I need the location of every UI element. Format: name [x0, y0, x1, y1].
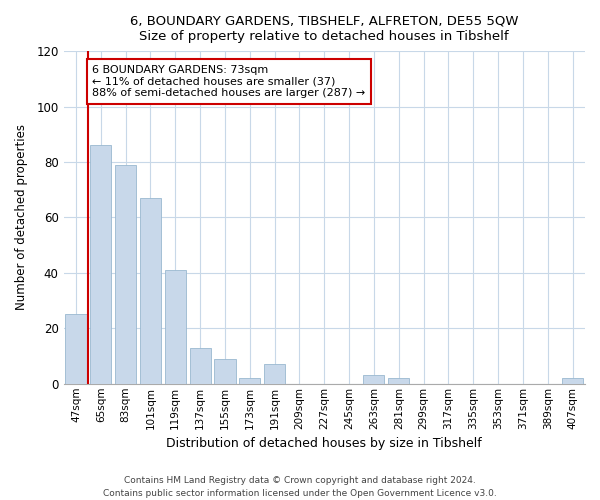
Text: 6 BOUNDARY GARDENS: 73sqm
← 11% of detached houses are smaller (37)
88% of semi-: 6 BOUNDARY GARDENS: 73sqm ← 11% of detac…	[92, 65, 365, 98]
Bar	[115, 165, 136, 384]
Bar	[562, 378, 583, 384]
Bar	[90, 146, 112, 384]
Y-axis label: Number of detached properties: Number of detached properties	[15, 124, 28, 310]
Bar	[190, 348, 211, 384]
Text: Contains HM Land Registry data © Crown copyright and database right 2024.
Contai: Contains HM Land Registry data © Crown c…	[103, 476, 497, 498]
Bar	[140, 198, 161, 384]
Title: 6, BOUNDARY GARDENS, TIBSHELF, ALFRETON, DE55 5QW
Size of property relative to d: 6, BOUNDARY GARDENS, TIBSHELF, ALFRETON,…	[130, 15, 518, 43]
Bar	[364, 376, 385, 384]
Bar	[214, 359, 236, 384]
Bar	[388, 378, 409, 384]
Bar	[264, 364, 285, 384]
Bar	[165, 270, 186, 384]
X-axis label: Distribution of detached houses by size in Tibshelf: Distribution of detached houses by size …	[166, 437, 482, 450]
Bar	[239, 378, 260, 384]
Bar	[65, 314, 86, 384]
